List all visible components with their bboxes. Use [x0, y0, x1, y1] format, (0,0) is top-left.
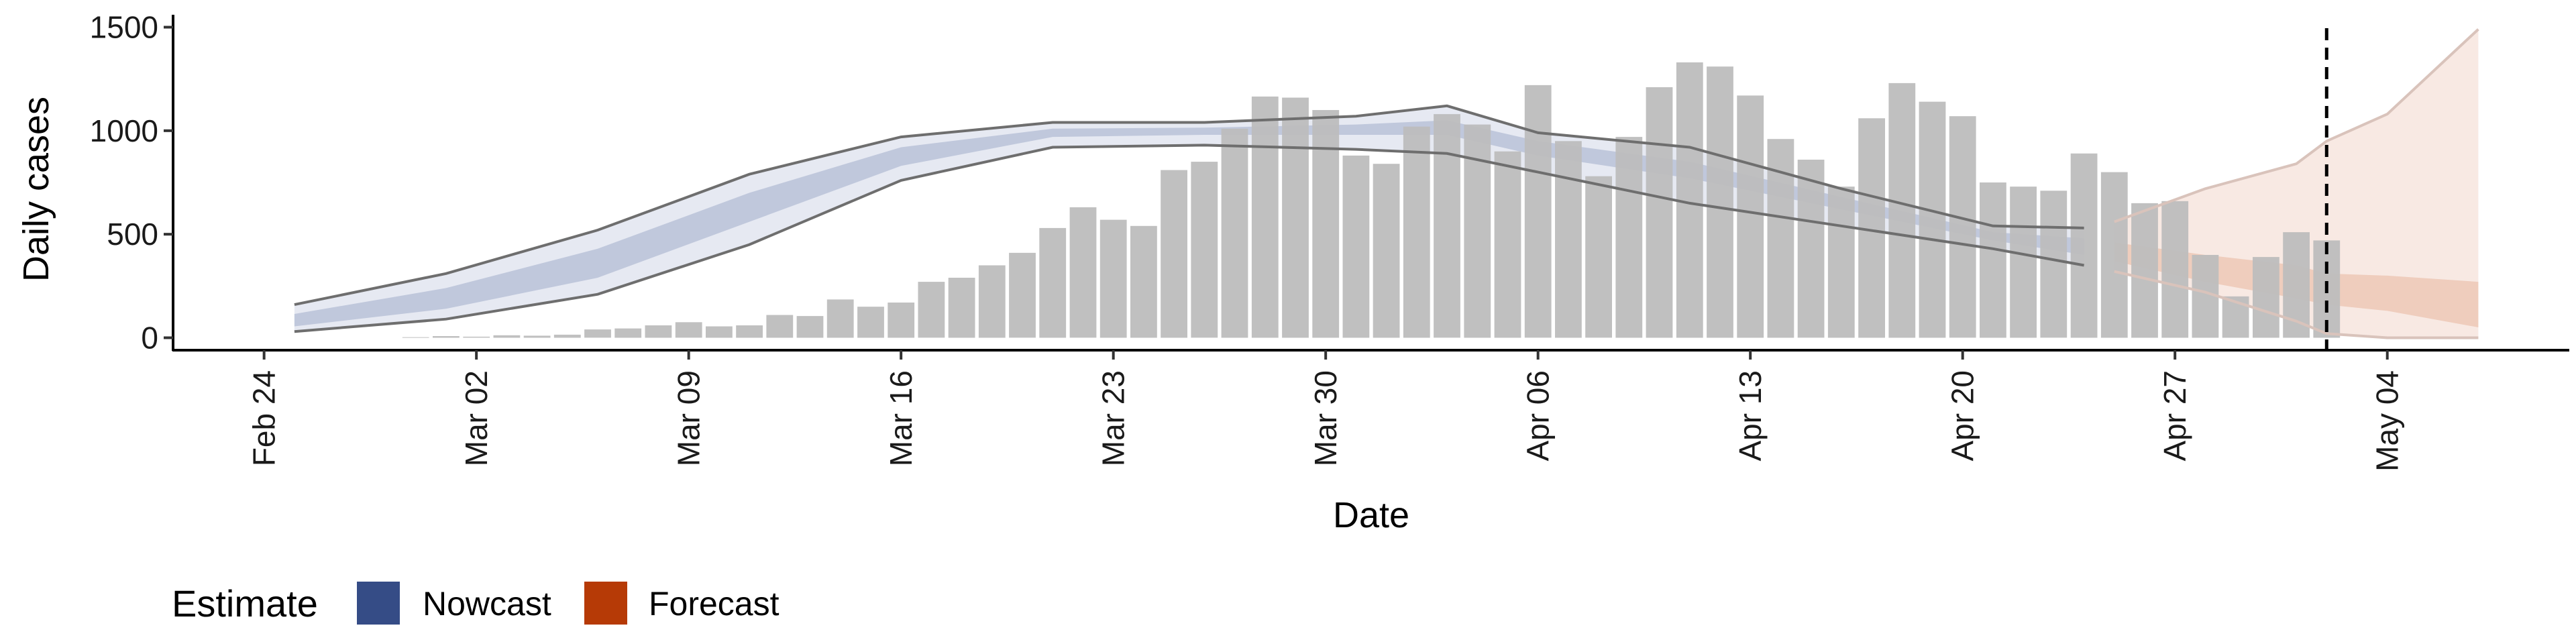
bar: [978, 265, 1006, 338]
x-tick-label: Mar 02: [459, 370, 494, 466]
bar: [1312, 110, 1340, 338]
bar: [2010, 186, 2037, 338]
bar: [2253, 257, 2279, 338]
bar: [1342, 155, 1370, 338]
x-tick-label: Feb 24: [247, 370, 282, 466]
x-tick-label: Mar 09: [672, 370, 706, 466]
nowcast-lower-line: [294, 144, 2084, 333]
bar: [1524, 85, 1552, 338]
bar: [1707, 66, 1733, 338]
legend-key-forecast: [584, 582, 627, 625]
bar: [857, 307, 884, 338]
bar: [614, 328, 642, 338]
legend-key-nowcast: [357, 582, 400, 625]
x-tick-label: May 04: [2370, 370, 2405, 472]
bar: [1585, 176, 1612, 338]
bar: [1827, 186, 1855, 338]
bar: [1130, 225, 1157, 338]
bar: [1888, 83, 1916, 338]
bar: [1555, 141, 1582, 338]
bar: [888, 303, 915, 338]
bar: [1980, 182, 2006, 338]
x-tick-label: Apr 27: [2157, 370, 2192, 462]
bound-lines: [294, 28, 2479, 339]
bar: [1009, 252, 1036, 338]
y-axis-title: Daily cases: [16, 97, 56, 282]
bar: [1797, 160, 1825, 338]
bar: [1373, 164, 1400, 338]
bar: [402, 337, 429, 338]
daily-case-bars: [402, 62, 2341, 338]
bar: [1069, 207, 1097, 338]
bar: [1615, 137, 1643, 338]
legend-title: Estimate: [172, 582, 318, 625]
legend: Estimate Nowcast Forecast: [172, 582, 780, 625]
axes: 0 500 1000 1500 Feb 24 Mar 02 Mar 09 Mar 16 Mar …: [90, 10, 2569, 472]
bar: [1737, 95, 1764, 338]
bar: [1282, 97, 1309, 338]
bar: [1434, 114, 1460, 338]
bar: [523, 335, 551, 338]
forecast-lower-line: [2114, 270, 2479, 339]
bar: [1251, 96, 1279, 338]
bar: [1919, 101, 1946, 338]
bar: [1646, 87, 1673, 338]
x-tick-label: Apr 20: [1945, 370, 1980, 462]
bar: [645, 325, 672, 338]
bar: [2040, 191, 2068, 338]
bar: [1403, 126, 1430, 338]
bar: [826, 299, 854, 338]
x-tick-label: Apr 06: [1521, 370, 1556, 462]
bar: [2100, 172, 2128, 338]
bar: [796, 316, 824, 338]
bar: [1191, 162, 1218, 338]
nowcast-upper-line: [294, 104, 2084, 307]
legend-label-forecast: Forecast: [649, 585, 780, 623]
bar: [1039, 227, 1067, 338]
bar: [706, 326, 733, 338]
bar: [1099, 219, 1127, 338]
bar: [2070, 153, 2098, 338]
x-tick-label: Mar 23: [1096, 370, 1131, 466]
y-tick-label: 500: [107, 217, 158, 252]
bar: [948, 278, 975, 338]
bar: [675, 322, 702, 338]
bar: [2161, 201, 2189, 338]
bar: [736, 325, 763, 338]
x-tick-label: Mar 30: [1308, 370, 1343, 466]
y-tick-label: 0: [141, 320, 158, 355]
x-tick-label: Mar 16: [883, 370, 918, 466]
bar: [766, 315, 794, 338]
forecast-upper-line: [2114, 28, 2479, 223]
bar: [2131, 203, 2158, 338]
bar: [463, 336, 490, 338]
x-axis-title: Date: [1333, 495, 1409, 535]
y-tick-label: 1000: [90, 113, 158, 148]
bar: [433, 336, 460, 338]
bar: [1494, 151, 1521, 338]
bar: [1161, 170, 1187, 338]
bar: [918, 282, 945, 338]
bar: [1221, 128, 1248, 338]
bar: [584, 329, 611, 338]
legend-label-nowcast: Nowcast: [423, 585, 551, 623]
x-tick-label: Apr 13: [1733, 370, 1768, 462]
bar: [493, 335, 521, 338]
bar: [1949, 116, 1976, 338]
y-tick-label: 1500: [90, 10, 158, 45]
bar: [553, 334, 581, 338]
